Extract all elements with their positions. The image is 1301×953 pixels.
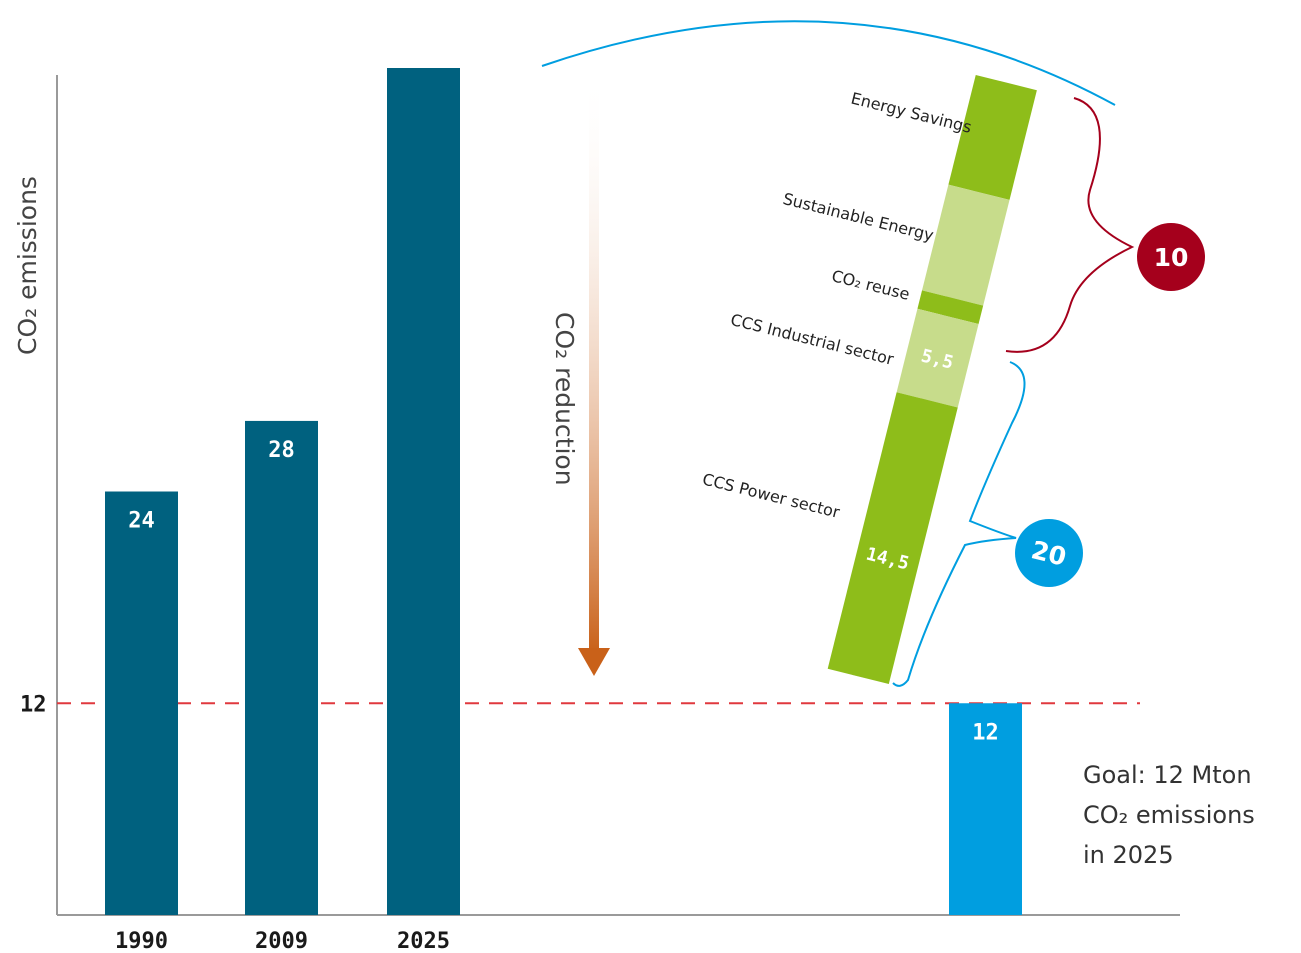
bar-2025	[387, 68, 460, 915]
goal-annotation-line-2: CO₂ emissions	[1083, 801, 1255, 829]
bars-group: 24 1990 28 2009 2025 12	[105, 68, 1022, 953]
bar-value-label: 12	[972, 720, 999, 745]
reduction-segment	[827, 392, 958, 685]
reduction-arrow	[578, 70, 610, 676]
reduction-segment-name: CCS Industrial sector	[729, 310, 896, 369]
bar-value-label: 28	[268, 438, 295, 463]
y-axis-title: CO₂ emissions	[13, 176, 42, 355]
reference-line-label: 12	[20, 692, 47, 717]
goal-annotation-line-1: Goal: 12 Mton	[1083, 761, 1252, 789]
reduction-arrow-label: CO₂ reduction	[550, 312, 579, 486]
bar-1990	[105, 491, 178, 915]
reduction-arc	[541, 20, 1116, 106]
reduction-segment-name: Energy Savings	[849, 89, 974, 137]
reduction-segment-name: CCS Power sector	[701, 469, 842, 522]
reduction-segment	[922, 184, 1010, 306]
reduction-segment-name: CO₂ reuse	[830, 266, 912, 304]
brace-red	[1005, 97, 1135, 353]
reduction-segment-name: Sustainable Energy	[781, 189, 936, 245]
reduction-segment	[948, 74, 1037, 200]
reduction-segment	[917, 290, 984, 325]
bar-value-label: 24	[128, 509, 155, 534]
category-label: 2009	[255, 929, 308, 953]
category-label: 1990	[115, 929, 168, 953]
goal-annotation-line-3: in 2025	[1083, 841, 1174, 869]
reduction-stack: 5,514,5	[827, 74, 1037, 685]
group-badge-red: 10	[1137, 223, 1205, 291]
category-label: 2025	[397, 929, 450, 953]
group-badge-red-label: 10	[1154, 243, 1189, 272]
reduction-segment	[896, 308, 979, 408]
brace-blue	[892, 361, 1026, 687]
bar-goal	[949, 703, 1022, 915]
bar-2009	[245, 420, 318, 915]
group-badge-blue: 20	[1015, 519, 1083, 587]
